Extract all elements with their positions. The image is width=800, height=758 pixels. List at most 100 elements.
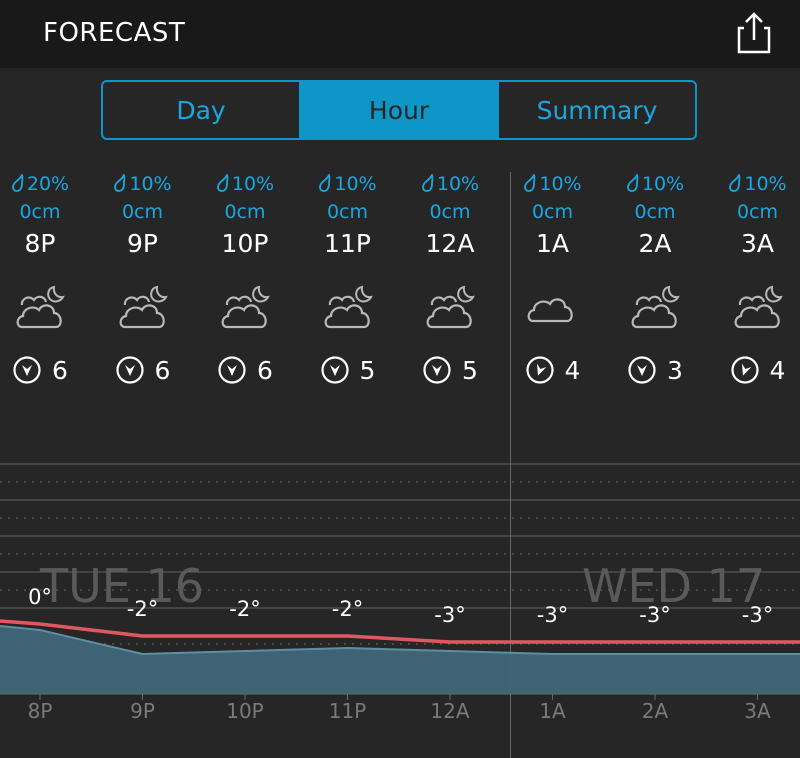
hour-label: 10P <box>221 229 269 258</box>
weather-icon <box>93 262 193 352</box>
precip-value: 10% <box>231 173 275 195</box>
snow-amount: 0cm <box>531 201 574 223</box>
cloudy-icon <box>527 298 573 323</box>
snow-amount: 0cm <box>634 201 676 223</box>
weather-icon <box>298 262 398 352</box>
partly-cloudy-night-icon <box>631 285 680 329</box>
top-bar: FORECAST <box>0 0 800 68</box>
snow-amount: 0cm <box>224 201 266 223</box>
wind: 5 <box>400 352 500 388</box>
x-tick-label: 3A <box>744 699 771 723</box>
partly-cloudy-night-icon <box>734 285 783 329</box>
temperature-chart: TUE 16 WED 17 0° -2° -2° -2° -3° -3° -3° -3° 8P 9P 1… <box>0 463 800 723</box>
snow-amount: 0cm <box>736 201 779 223</box>
raindrop-icon <box>319 172 331 192</box>
wind-speed: 5 <box>462 355 478 385</box>
weather-icon <box>195 262 295 352</box>
partly-cloudy-night-icon <box>426 285 475 329</box>
hour-column: 10% 0cm 2A 3 <box>605 170 705 388</box>
temp-label: -2° <box>127 597 158 621</box>
precip-chance: 20% <box>0 170 90 198</box>
weather-icon <box>0 262 90 352</box>
wind: 4 <box>708 352 800 388</box>
raindrop-icon <box>524 172 536 192</box>
partly-cloudy-night-icon <box>324 285 373 329</box>
wind: 3 <box>605 352 705 388</box>
partly-cloudy-night-icon <box>221 285 270 329</box>
precip-value: 10% <box>436 173 480 195</box>
wind-direction-icon <box>730 356 759 384</box>
view-tabs: Day Hour Summary <box>101 80 697 140</box>
tab-summary[interactable]: Summary <box>536 95 658 125</box>
weather-icon <box>708 262 800 352</box>
weather-icon <box>605 262 705 352</box>
hour-column: 10% 0cm 3A 4 <box>708 170 800 388</box>
wind-speed: 4 <box>769 355 786 385</box>
hour-label: 1A <box>535 229 569 258</box>
wind-direction-icon <box>218 356 246 384</box>
temp-label: -3° <box>639 603 670 627</box>
hour-label: 2A <box>638 229 672 258</box>
hour-column: 10% 0cm 10P 6 <box>195 170 295 388</box>
x-tick-label: 1A <box>539 699 566 723</box>
weather-icon <box>503 262 603 352</box>
wind: 6 <box>93 352 193 388</box>
wind-direction-icon <box>628 356 656 384</box>
hour-column: 10% 0cm 1A 4 <box>503 170 603 388</box>
partly-cloudy-night-icon <box>16 285 65 329</box>
precip-value: 10% <box>539 173 582 195</box>
precip-chance: 10% <box>298 170 398 198</box>
hour-column: 10% 0cm 9P 6 <box>93 170 193 388</box>
wind-speed: 3 <box>667 355 683 385</box>
wind-direction-icon <box>423 356 451 384</box>
x-tick-label: 8P <box>28 699 53 723</box>
raindrop-icon <box>626 172 639 192</box>
raindrop-icon <box>729 172 741 192</box>
snow-amount: 0cm <box>326 201 369 223</box>
day-label-tue: TUE 16 <box>39 559 204 613</box>
wind-speed: 6 <box>154 355 171 385</box>
raindrop-icon <box>11 172 24 192</box>
precip-value: 10% <box>129 173 172 195</box>
wind-speed: 6 <box>52 355 68 385</box>
day-divider <box>510 172 511 758</box>
page-title: FORECAST <box>43 18 186 48</box>
raindrop-icon <box>216 172 229 192</box>
hour-label: 12A <box>425 229 475 258</box>
wind: 6 <box>0 352 90 388</box>
precip-chance: 10% <box>503 170 603 198</box>
wind: 4 <box>503 352 603 388</box>
partly-cloudy-night-icon <box>119 285 168 329</box>
wind-direction-icon <box>525 356 554 384</box>
x-tick-label: 11P <box>329 699 367 723</box>
snow-amount: 0cm <box>19 201 61 223</box>
hour-column: 20% 0cm 8P 6 <box>0 170 90 388</box>
x-tick-label: 2A <box>642 699 669 723</box>
precip-value: 10% <box>744 173 787 195</box>
tab-hour[interactable]: Hour <box>301 82 499 138</box>
wind: 6 <box>195 352 295 388</box>
wind-speed: 4 <box>564 355 581 385</box>
feels-like-area <box>0 626 800 694</box>
wind-direction-icon <box>115 356 144 384</box>
precip-value: 10% <box>334 173 377 195</box>
x-tick-label: 12A <box>430 699 469 723</box>
precip-chance: 10% <box>195 170 295 198</box>
snow-amount: 0cm <box>121 201 164 223</box>
wind-speed: 5 <box>359 355 376 385</box>
temp-label: -2° <box>229 597 260 621</box>
temperature-line <box>0 619 800 644</box>
precip-chance: 10% <box>93 170 193 198</box>
wind: 5 <box>298 352 398 388</box>
day-label-wed: WED 17 <box>582 559 765 613</box>
share-button[interactable] <box>734 10 774 56</box>
wind-speed: 6 <box>257 355 273 385</box>
hour-label: 9P <box>127 229 158 258</box>
hour-column: 10% 0cm 12A 5 <box>400 170 500 388</box>
precip-chance: 10% <box>400 170 500 198</box>
tab-day[interactable]: Day <box>103 82 301 138</box>
temp-label: -3° <box>434 603 465 627</box>
temp-label: -2° <box>332 597 363 621</box>
wind-direction-icon <box>13 356 41 384</box>
precip-chance: 10% <box>605 170 705 198</box>
